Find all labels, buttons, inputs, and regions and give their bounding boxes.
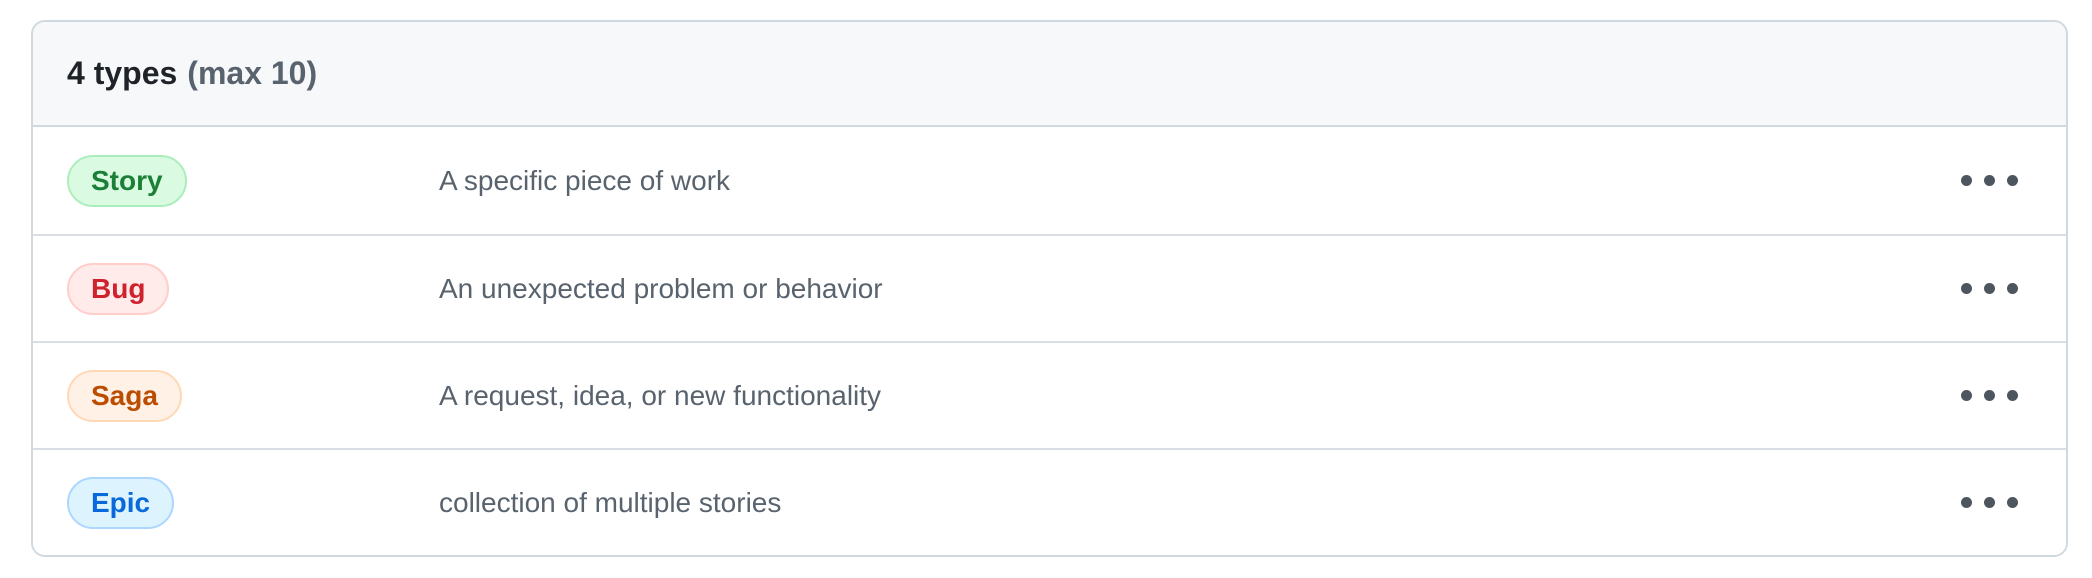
issue-types-card: 4 types (max 10) Story A specific piece …	[31, 20, 2068, 557]
type-description: A specific piece of work	[439, 164, 731, 196]
kebab-horizontal-icon	[1960, 390, 2018, 401]
type-row: Epic collection of multiple stories	[33, 448, 2066, 555]
types-max-note: (max 10)	[187, 55, 318, 91]
kebab-horizontal-icon	[1960, 283, 2018, 294]
type-badge-cell: Epic	[67, 476, 439, 529]
type-row: Bug An unexpected problem or behavior	[33, 234, 2066, 341]
row-menu-button[interactable]	[1952, 149, 2026, 213]
type-badge: Bug	[67, 262, 170, 315]
type-badge-cell: Bug	[67, 262, 439, 315]
type-badge: Epic	[67, 476, 175, 529]
kebab-horizontal-icon	[1960, 175, 2018, 186]
type-description: collection of multiple stories	[439, 486, 782, 518]
card-header: 4 types (max 10)	[33, 22, 2066, 127]
types-count-heading: 4 types	[67, 55, 178, 91]
type-row: Story A specific piece of work	[33, 127, 2066, 234]
row-menu-button[interactable]	[1952, 471, 2026, 535]
type-row: Saga A request, idea, or new functionali…	[33, 341, 2066, 448]
type-description: An unexpected problem or behavior	[439, 272, 883, 304]
row-menu-button[interactable]	[1952, 364, 2026, 428]
type-description: A request, idea, or new functionality	[439, 379, 882, 411]
type-badge-cell: Saga	[67, 369, 439, 422]
type-badge: Saga	[67, 369, 182, 422]
row-menu-button[interactable]	[1952, 257, 2026, 321]
type-badge-cell: Story	[67, 154, 439, 207]
kebab-horizontal-icon	[1960, 497, 2018, 508]
type-badge: Story	[67, 154, 187, 207]
